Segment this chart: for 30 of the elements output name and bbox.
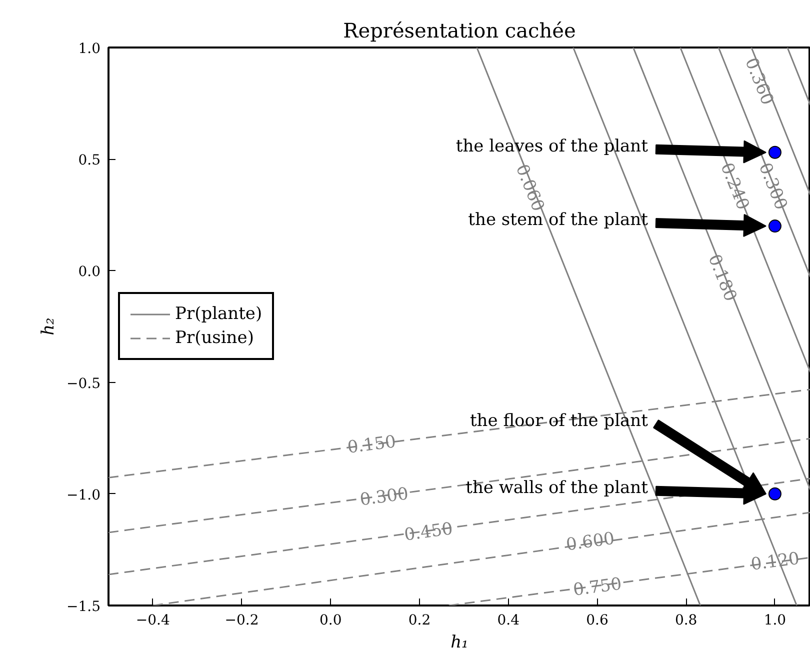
- annotation: 0.450: [403, 519, 454, 546]
- annotation: 0.600: [564, 528, 616, 556]
- y-tick-label: −1.5: [66, 599, 101, 615]
- chart-title: Représentation cachée: [343, 18, 576, 42]
- y-axis-title: h₂: [38, 317, 59, 336]
- point: [768, 146, 782, 159]
- annotation: the floor of the plant: [470, 410, 648, 431]
- x-tick-label: 0.4: [497, 612, 520, 628]
- point: [768, 487, 782, 500]
- x-tick-label: 0.6: [586, 612, 608, 628]
- x-tick-label: −0.2: [224, 612, 259, 628]
- x-axis-title: h₁: [450, 632, 468, 652]
- annotation: the walls of the plant: [466, 478, 648, 498]
- x-tick-label: 0.0: [320, 612, 342, 628]
- legend-label: Pr(usine): [175, 328, 254, 348]
- point: [768, 220, 782, 233]
- annotation: the stem of the plant: [468, 210, 648, 230]
- y-tick-label: −1.0: [66, 487, 101, 504]
- legend-label: Pr(plante): [175, 304, 262, 324]
- y-tick-label: −0.5: [66, 376, 101, 392]
- x-tick-label: 0.8: [674, 612, 698, 628]
- y-tick-label: 0.5: [78, 152, 100, 169]
- x-tick-label: 1.0: [764, 612, 786, 628]
- x-tick-label: 0.2: [408, 612, 431, 628]
- annotation: 0.300: [358, 484, 410, 510]
- x-tick-label: −0.4: [136, 612, 170, 628]
- annotation: the leaves of the plant: [456, 136, 648, 156]
- annotation: 0.750: [572, 574, 623, 600]
- y-tick-label: 1.0: [78, 41, 100, 57]
- y-tick-label: 0.0: [78, 264, 100, 280]
